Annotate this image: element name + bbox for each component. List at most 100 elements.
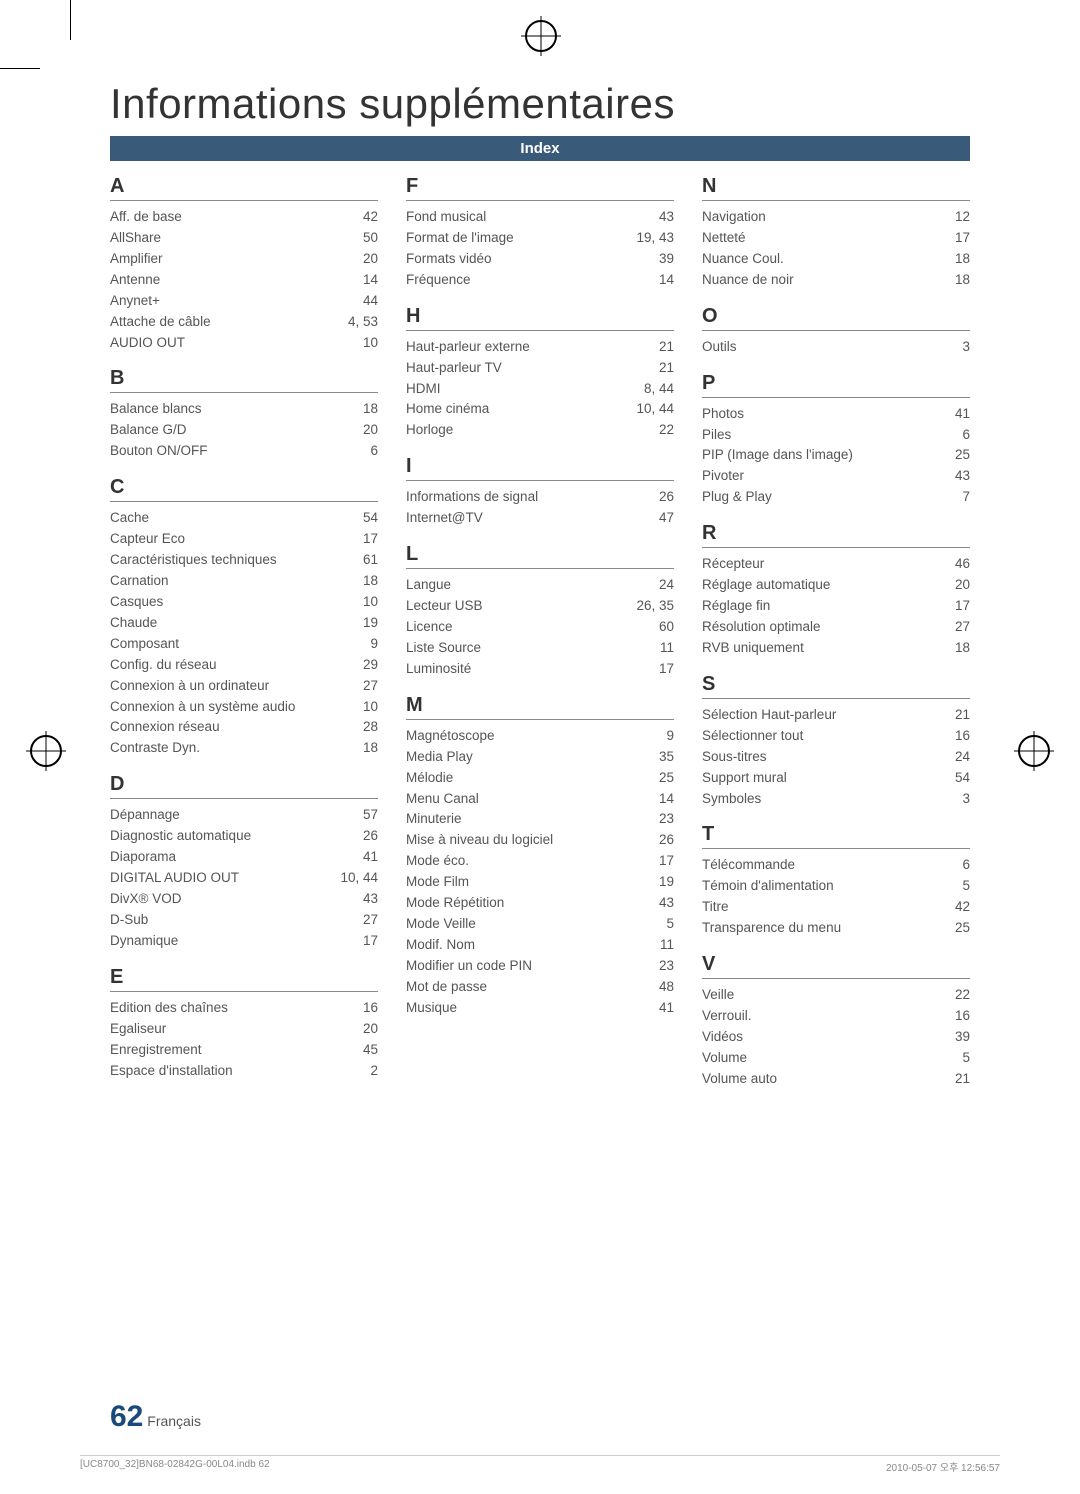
index-entry: Réglage fin17 [702, 596, 970, 617]
index-entry-label: RVB uniquement [702, 638, 804, 659]
index-entry-label: Mise à niveau du logiciel [406, 830, 553, 851]
index-entry-page: 10, 44 [634, 399, 674, 420]
index-entry: Capteur Eco17 [110, 529, 378, 550]
index-entry-label: Outils [702, 337, 737, 358]
index-entry-page: 14 [338, 270, 378, 291]
index-entry-label: Langue [406, 575, 451, 596]
index-entry: Verrouil.16 [702, 1006, 970, 1027]
index-entry: Support mural54 [702, 768, 970, 789]
index-entry-label: Caractéristiques techniques [110, 550, 277, 571]
index-entry-page: 61 [338, 550, 378, 571]
index-entry-label: DIGITAL AUDIO OUT [110, 868, 239, 889]
index-entry-page: 25 [930, 918, 970, 939]
index-entry: Volume auto21 [702, 1069, 970, 1090]
index-entry: Vidéos39 [702, 1027, 970, 1048]
index-entry-page: 41 [930, 404, 970, 425]
index-entry-label: Horloge [406, 420, 453, 441]
index-entry: Symboles3 [702, 789, 970, 810]
index-entry-page: 17 [930, 228, 970, 249]
index-entry: Nuance de noir18 [702, 270, 970, 291]
index-entry: Licence60 [406, 617, 674, 638]
index-entry: Plug & Play7 [702, 487, 970, 508]
index-entry-page: 7 [930, 487, 970, 508]
index-entry-label: Mélodie [406, 768, 453, 789]
index-entry-label: Verrouil. [702, 1006, 752, 1027]
index-entry-label: Volume [702, 1048, 747, 1069]
index-entry-page: 21 [634, 358, 674, 379]
index-entry-page: 26 [634, 487, 674, 508]
index-entry: Mise à niveau du logiciel 26 [406, 830, 674, 851]
index-entry: Magnétoscope9 [406, 726, 674, 747]
index-entry-label: Musique [406, 998, 457, 1019]
index-entry-label: Connexion à un système audio [110, 697, 295, 718]
index-entry: Antenne 14 [110, 270, 378, 291]
index-entry: Mode éco.17 [406, 851, 674, 872]
index-entry-page: 60 [634, 617, 674, 638]
index-entry-page: 5 [930, 1048, 970, 1069]
index-entry-label: Bouton ON/OFF [110, 441, 208, 462]
page-content: Informations supplémentaires Index AAff.… [110, 80, 970, 1090]
index-entry-page: 4, 53 [338, 312, 378, 333]
index-entry-page: 50 [338, 228, 378, 249]
index-entry: Casques10 [110, 592, 378, 613]
index-entry-page: 35 [634, 747, 674, 768]
index-entry-label: Mode Film [406, 872, 469, 893]
crop-mark [0, 68, 40, 69]
index-entry-label: Liste Source [406, 638, 481, 659]
index-entry-label: Mode Veille [406, 914, 476, 935]
index-entry-page: 48 [634, 977, 674, 998]
index-entry-label: Sous-titres [702, 747, 767, 768]
index-entry-label: Contraste Dyn. [110, 738, 200, 759]
index-entry-label: Navigation [702, 207, 766, 228]
index-entry-label: Pivoter [702, 466, 744, 487]
index-entry-page: 17 [930, 596, 970, 617]
index-entry: Veille22 [702, 985, 970, 1006]
index-entry-page: 43 [634, 207, 674, 228]
index-entry-label: Dynamique [110, 931, 178, 952]
index-entry: Contraste Dyn.18 [110, 738, 378, 759]
page-title: Informations supplémentaires [110, 80, 970, 128]
index-entry-page: 43 [338, 889, 378, 910]
index-letter: T [702, 823, 970, 849]
index-entry-page: 24 [930, 747, 970, 768]
index-entry: Amplifier20 [110, 249, 378, 270]
index-entry: Sous-titres 24 [702, 747, 970, 768]
index-entry-page: 21 [930, 705, 970, 726]
index-entry-label: Sélectionner tout [702, 726, 803, 747]
index-entry-label: Enregistrement [110, 1040, 202, 1061]
index-entry-label: Réglage automatique [702, 575, 830, 596]
index-entry-page: 10 [338, 697, 378, 718]
index-entry: Haut-parleur TV21 [406, 358, 674, 379]
index-entry-page: 26 [634, 830, 674, 851]
index-entry: Photos41 [702, 404, 970, 425]
index-entry: D-Sub27 [110, 910, 378, 931]
index-entry-label: Aff. de base [110, 207, 182, 228]
index-entry-label: Config. du réseau [110, 655, 217, 676]
index-entry: Volume 5 [702, 1048, 970, 1069]
index-entry-label: Piles [702, 425, 731, 446]
index-entry: Lecteur USB26, 35 [406, 596, 674, 617]
index-entry: Media Play35 [406, 747, 674, 768]
index-heading: Index [110, 136, 970, 161]
index-entry-page: 10, 44 [338, 868, 378, 889]
index-entry: Mode Veille5 [406, 914, 674, 935]
index-entry-page: 17 [338, 931, 378, 952]
index-entry-page: 45 [338, 1040, 378, 1061]
index-entry-page: 47 [634, 508, 674, 529]
index-entry-label: Modifier un code PIN [406, 956, 532, 977]
index-entry-page: 27 [930, 617, 970, 638]
index-entry-label: Antenne [110, 270, 160, 291]
index-entry-page: 26 [338, 826, 378, 847]
index-entry: Chaude19 [110, 613, 378, 634]
footer: [UC8700_32]BN68-02842G-00L04.indb 62 201… [80, 1455, 1000, 1474]
index-entry: Mode Répétition43 [406, 893, 674, 914]
index-entry-label: Vidéos [702, 1027, 743, 1048]
index-entry-page: 5 [930, 876, 970, 897]
index-entry-label: Amplifier [110, 249, 163, 270]
index-entry: Récepteur46 [702, 554, 970, 575]
index-entry-page: 22 [634, 420, 674, 441]
index-entry-label: Télécommande [702, 855, 795, 876]
index-entry: Connexion réseau28 [110, 717, 378, 738]
index-entry-page: 6 [930, 425, 970, 446]
index-entry: Edition des chaînes16 [110, 998, 378, 1019]
